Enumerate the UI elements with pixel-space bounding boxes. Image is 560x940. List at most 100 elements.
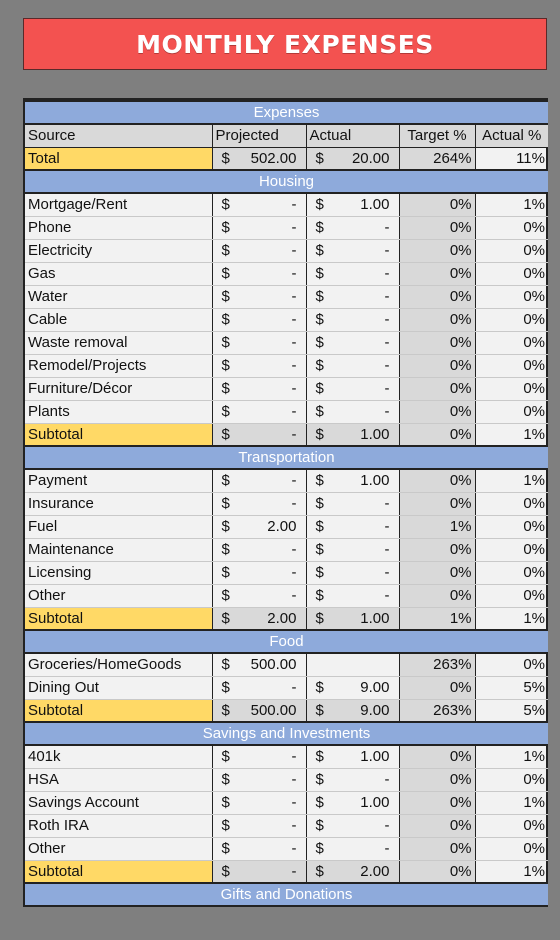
cell-actual[interactable]: $ - <box>306 584 400 608</box>
cell-projected[interactable]: $ - <box>212 239 307 263</box>
cell-label[interactable]: 401k <box>25 745 213 769</box>
cell-actual-pct[interactable]: 5% <box>475 699 548 723</box>
cell-actual[interactable]: $ - <box>306 308 400 332</box>
cell-actual[interactable]: $ - <box>306 285 400 309</box>
cell-label[interactable]: Remodel/Projects <box>25 354 213 378</box>
cell-actual[interactable]: $ - <box>306 561 400 585</box>
cell-projected[interactable]: $ - <box>212 837 307 861</box>
cell-actual-pct[interactable]: 1% <box>475 423 548 447</box>
cell-target-pct[interactable]: 0% <box>399 423 476 447</box>
cell-projected[interactable]: $ - <box>212 469 307 493</box>
cell-actual-pct[interactable]: 1% <box>475 469 548 493</box>
cell-target-pct[interactable]: 0% <box>399 193 476 217</box>
cell-actual[interactable]: $ - <box>306 837 400 861</box>
cell-projected[interactable]: $ - <box>212 561 307 585</box>
cell-actual[interactable]: $20.00 <box>306 147 400 171</box>
cell-actual-pct[interactable]: 11% <box>475 147 548 171</box>
cell-target-pct[interactable]: 0% <box>399 561 476 585</box>
cell-actual-pct[interactable]: 0% <box>475 331 548 355</box>
cell-label[interactable]: Electricity <box>25 239 213 263</box>
cell-actual[interactable]: $1.00 <box>306 745 400 769</box>
cell-projected[interactable]: $ - <box>212 768 307 792</box>
cell-projected[interactable]: $ - <box>212 308 307 332</box>
cell-label[interactable]: HSA <box>25 768 213 792</box>
cell-actual[interactable] <box>306 653 400 677</box>
cell-target-pct[interactable]: 264% <box>399 147 476 171</box>
cell-projected[interactable]: $ - <box>212 377 307 401</box>
cell-actual-pct[interactable]: 0% <box>475 538 548 562</box>
cell-actual-pct[interactable]: 0% <box>475 768 548 792</box>
cell-actual-pct[interactable]: 0% <box>475 653 548 677</box>
cell-actual-pct[interactable]: 0% <box>475 400 548 424</box>
cell-actual[interactable]: $ - <box>306 354 400 378</box>
cell-actual[interactable]: $9.00 <box>306 676 400 700</box>
cell-label[interactable]: Subtotal <box>25 423 213 447</box>
cell-projected[interactable]: $ - <box>212 262 307 286</box>
cell-target-pct[interactable]: 263% <box>399 653 476 677</box>
cell-projected[interactable]: $2.00 <box>212 515 307 539</box>
cell-target-pct[interactable]: 0% <box>399 285 476 309</box>
cell-actual-pct[interactable]: 0% <box>475 239 548 263</box>
cell-label[interactable]: Licensing <box>25 561 213 585</box>
cell-projected[interactable]: $ - <box>212 285 307 309</box>
cell-actual[interactable]: $ - <box>306 814 400 838</box>
cell-target-pct[interactable]: 0% <box>399 492 476 516</box>
cell-label[interactable]: Cable <box>25 308 213 332</box>
cell-label[interactable]: Waste removal <box>25 331 213 355</box>
cell-actual-pct[interactable]: 5% <box>475 676 548 700</box>
col-header-source[interactable]: Source <box>25 124 213 148</box>
cell-projected[interactable]: $ - <box>212 745 307 769</box>
cell-target-pct[interactable]: 0% <box>399 676 476 700</box>
cell-projected[interactable]: $ - <box>212 676 307 700</box>
cell-projected[interactable]: $ - <box>212 492 307 516</box>
cell-label[interactable]: Maintenance <box>25 538 213 562</box>
cell-target-pct[interactable]: 0% <box>399 400 476 424</box>
cell-actual[interactable]: $ - <box>306 331 400 355</box>
cell-actual-pct[interactable]: 1% <box>475 745 548 769</box>
cell-target-pct[interactable]: 0% <box>399 262 476 286</box>
cell-actual[interactable]: $ - <box>306 400 400 424</box>
cell-actual[interactable]: $9.00 <box>306 699 400 723</box>
cell-actual-pct[interactable]: 0% <box>475 285 548 309</box>
cell-label[interactable]: Phone <box>25 216 213 240</box>
cell-actual[interactable]: $ - <box>306 492 400 516</box>
cell-target-pct[interactable]: 1% <box>399 515 476 539</box>
cell-projected[interactable]: $ - <box>212 216 307 240</box>
cell-target-pct[interactable]: 0% <box>399 239 476 263</box>
cell-label[interactable]: Mortgage/Rent <box>25 193 213 217</box>
cell-label[interactable]: Payment <box>25 469 213 493</box>
col-header-actual[interactable]: Actual <box>306 124 400 148</box>
cell-target-pct[interactable]: 0% <box>399 331 476 355</box>
cell-target-pct[interactable]: 0% <box>399 814 476 838</box>
cell-projected[interactable]: $2.00 <box>212 607 307 631</box>
cell-target-pct[interactable]: 1% <box>399 607 476 631</box>
cell-projected[interactable]: $ - <box>212 354 307 378</box>
cell-actual[interactable]: $ - <box>306 262 400 286</box>
cell-target-pct[interactable]: 0% <box>399 791 476 815</box>
cell-actual-pct[interactable]: 1% <box>475 791 548 815</box>
cell-actual-pct[interactable]: 0% <box>475 515 548 539</box>
cell-actual[interactable]: $ - <box>306 377 400 401</box>
cell-projected[interactable]: $ - <box>212 193 307 217</box>
cell-projected[interactable]: $ - <box>212 423 307 447</box>
cell-label[interactable]: Total <box>25 147 213 171</box>
cell-label[interactable]: Water <box>25 285 213 309</box>
cell-label[interactable]: Fuel <box>25 515 213 539</box>
cell-label[interactable]: Savings Account <box>25 791 213 815</box>
cell-label[interactable]: Dining Out <box>25 676 213 700</box>
cell-target-pct[interactable]: 0% <box>399 469 476 493</box>
cell-label[interactable]: Subtotal <box>25 860 213 884</box>
cell-actual[interactable]: $ - <box>306 515 400 539</box>
cell-actual[interactable]: $ - <box>306 239 400 263</box>
cell-label[interactable]: Plants <box>25 400 213 424</box>
cell-target-pct[interactable]: 0% <box>399 837 476 861</box>
cell-label[interactable]: Roth IRA <box>25 814 213 838</box>
cell-projected[interactable]: $ - <box>212 538 307 562</box>
cell-label[interactable]: Gas <box>25 262 213 286</box>
cell-target-pct[interactable]: 0% <box>399 768 476 792</box>
col-header-target-pct[interactable]: Target % <box>399 124 476 148</box>
cell-actual-pct[interactable]: 0% <box>475 814 548 838</box>
cell-actual[interactable]: $1.00 <box>306 469 400 493</box>
cell-target-pct[interactable]: 0% <box>399 216 476 240</box>
cell-projected[interactable]: $500.00 <box>212 699 307 723</box>
